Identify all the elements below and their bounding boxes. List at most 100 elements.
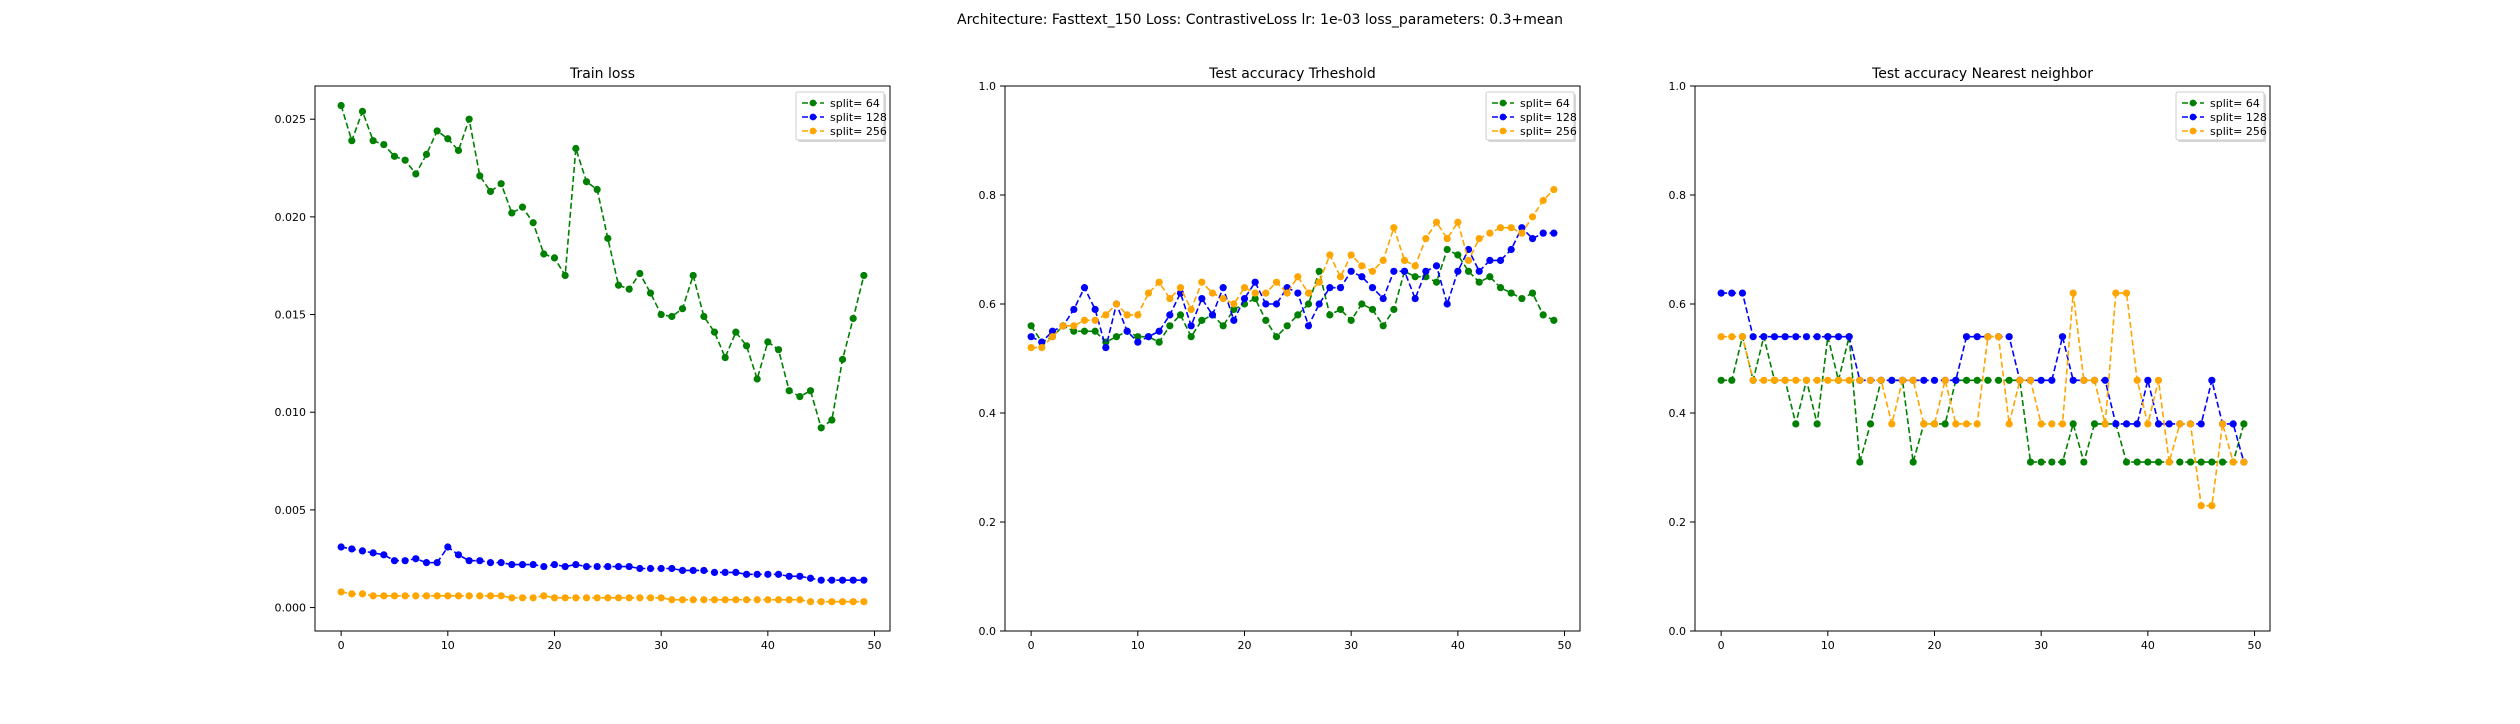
train-loss-point xyxy=(732,568,740,577)
test-accuracy-threshold-point xyxy=(1070,305,1078,314)
test-accuracy-threshold-point xyxy=(1358,300,1366,308)
test-accuracy-threshold-point xyxy=(1198,278,1206,286)
test-accuracy-threshold-point xyxy=(1539,196,1547,205)
test-accuracy-threshold-point xyxy=(1464,256,1473,264)
train-loss-point xyxy=(348,137,356,145)
test-accuracy-threshold-point xyxy=(1294,289,1302,297)
test-accuracy-threshold-point xyxy=(1080,327,1089,335)
test-accuracy-nearest-neighbor-point xyxy=(1770,376,1779,384)
test-accuracy-threshold-point xyxy=(1496,224,1505,232)
test-accuracy-nearest-neighbor-point xyxy=(2069,289,2077,297)
train-loss-point xyxy=(753,375,761,383)
test-accuracy-threshold-point xyxy=(1368,305,1377,314)
train-loss-point xyxy=(358,107,367,115)
test-accuracy-nearest-neighbor-point xyxy=(1824,376,1832,384)
test-accuracy-threshold-point xyxy=(1326,284,1334,292)
train-loss-point xyxy=(614,594,623,602)
test-accuracy-threshold-point xyxy=(1144,289,1153,297)
train-loss-point xyxy=(806,598,815,606)
train-loss-point xyxy=(497,180,505,188)
test-accuracy-threshold-point xyxy=(1091,316,1099,324)
test-accuracy-threshold-xtick-label: 0 xyxy=(1028,639,1035,652)
train-loss-point xyxy=(369,592,377,600)
test-accuracy-nearest-neighbor-point xyxy=(2058,333,2067,341)
train-loss-point xyxy=(412,592,420,600)
test-accuracy-threshold-point xyxy=(1166,311,1174,319)
train-loss-point xyxy=(508,560,516,569)
test-accuracy-threshold-point xyxy=(1027,322,1035,330)
test-accuracy-nearest-neighbor-xtick-label: 20 xyxy=(1927,639,1941,652)
test-accuracy-threshold-point xyxy=(1102,344,1110,352)
train-loss-point xyxy=(721,568,729,577)
test-accuracy-threshold-point xyxy=(1432,278,1441,286)
train-loss-series-line-0 xyxy=(340,105,865,430)
train-loss-point xyxy=(753,570,761,578)
train-loss-point xyxy=(390,592,399,600)
test-accuracy-threshold-point xyxy=(1251,289,1259,297)
train-loss-point xyxy=(529,594,537,602)
test-accuracy-threshold-point xyxy=(1464,267,1473,275)
train-loss-point xyxy=(742,570,751,578)
train-loss-point xyxy=(508,594,516,602)
test-accuracy-nearest-neighbor-point xyxy=(2176,420,2184,428)
test-accuracy-nearest-neighbor-point xyxy=(2112,289,2120,297)
test-accuracy-threshold-point xyxy=(1112,333,1121,341)
test-accuracy-nearest-neighbor-point xyxy=(2101,420,2109,428)
test-accuracy-threshold-series-0 xyxy=(1027,245,1558,346)
train-loss-point xyxy=(550,594,559,602)
test-accuracy-threshold-point xyxy=(1251,278,1259,286)
test-accuracy-nearest-neighbor-point xyxy=(1749,333,1757,341)
test-accuracy-nearest-neighbor-point xyxy=(2208,458,2216,466)
test-accuracy-nearest-neighbor-point xyxy=(2133,376,2141,384)
train-loss-point xyxy=(828,416,836,424)
test-accuracy-nearest-neighbor-point xyxy=(1802,333,1811,341)
train-loss-point xyxy=(614,562,623,571)
test-accuracy-threshold-point xyxy=(1315,267,1323,275)
train-loss-ytick-label: 0.025 xyxy=(275,113,307,126)
train-loss-xtick-label: 20 xyxy=(547,639,561,652)
test-accuracy-nearest-neighbor-point xyxy=(1962,376,1971,384)
test-accuracy-nearest-neighbor-point xyxy=(1984,333,1992,341)
test-accuracy-threshold-point xyxy=(1496,256,1505,264)
test-accuracy-nearest-neighbor-point xyxy=(1930,420,1939,428)
train-loss-point xyxy=(806,574,815,582)
test-accuracy-nearest-neighbor-legend-box xyxy=(2175,91,2265,141)
train-loss-point xyxy=(401,592,409,600)
test-accuracy-threshold-point xyxy=(1411,262,1419,270)
train-loss-point xyxy=(486,592,495,600)
test-accuracy-nearest-neighbor-point xyxy=(1866,420,1875,428)
train-loss-point xyxy=(817,424,825,432)
test-accuracy-nearest-neighbor-point xyxy=(1930,376,1939,384)
test-accuracy-nearest-neighbor-point xyxy=(1728,376,1736,384)
train-loss-point xyxy=(636,269,644,278)
train-loss-series-2 xyxy=(337,588,868,606)
test-accuracy-nearest-neighbor-point xyxy=(1781,376,1789,384)
test-accuracy-nearest-neighbor-point xyxy=(2080,458,2088,466)
train-loss-point xyxy=(593,562,601,571)
train-loss-legend-box xyxy=(795,91,885,141)
train-loss-xtick-label: 0 xyxy=(338,639,345,652)
test-accuracy-threshold-point xyxy=(1379,294,1387,303)
test-accuracy-threshold-ytick-label: 1.0 xyxy=(979,80,997,93)
test-accuracy-nearest-neighbor-point xyxy=(1909,458,1917,466)
test-accuracy-threshold-point xyxy=(1155,327,1163,335)
test-accuracy-nearest-neighbor-point xyxy=(2048,376,2056,384)
train-loss-point xyxy=(668,312,676,321)
test-accuracy-nearest-neighbor-point xyxy=(2058,458,2067,466)
test-accuracy-threshold-point xyxy=(1283,322,1291,330)
train-loss-xtick-label: 30 xyxy=(654,639,668,652)
train-loss-title: Train loss xyxy=(569,66,635,82)
test-accuracy-nearest-neighbor-point xyxy=(1770,333,1779,341)
test-accuracy-threshold-point xyxy=(1550,229,1558,237)
test-accuracy-threshold-point xyxy=(1507,224,1515,232)
train-loss-point xyxy=(358,547,367,555)
test-accuracy-threshold-point xyxy=(1187,333,1195,341)
train-loss-point xyxy=(636,594,644,602)
test-accuracy-threshold-point xyxy=(1347,251,1355,259)
train-loss-point xyxy=(444,543,452,551)
test-accuracy-nearest-neighbor-point xyxy=(2101,376,2109,384)
train-loss-legend-label: split= 64 xyxy=(830,97,880,110)
train-loss-point xyxy=(454,592,463,600)
test-accuracy-threshold-point xyxy=(1272,278,1281,286)
